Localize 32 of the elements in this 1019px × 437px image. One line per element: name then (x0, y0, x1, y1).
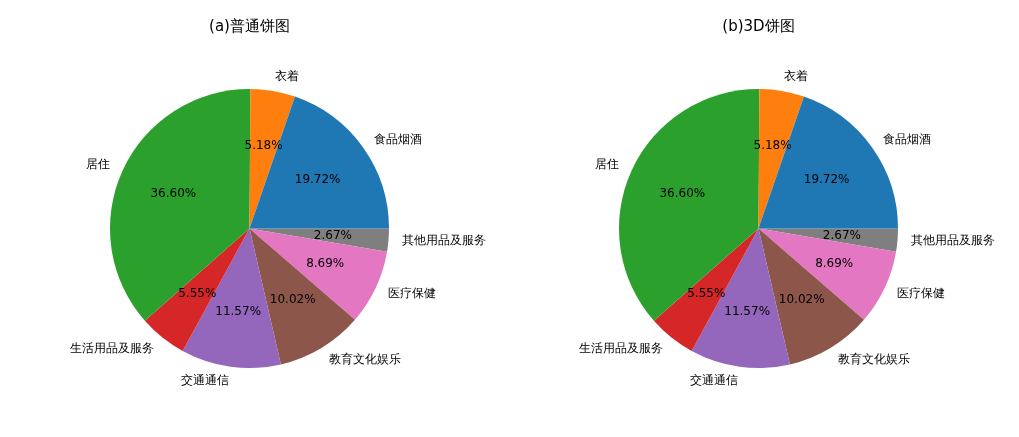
data-label: 8.69% (306, 256, 345, 271)
slice-label: 居住 (85, 157, 110, 172)
data-label: 2.67% (822, 227, 861, 242)
slice-label: 交通通信 (180, 372, 229, 387)
slice-label: 生活用品及服务 (578, 340, 663, 355)
data-label: 19.72% (803, 172, 850, 187)
data-label: 36.60% (659, 185, 706, 200)
data-label: 36.60% (150, 185, 197, 200)
slice-label: 其他用品及服务 (911, 233, 996, 248)
data-label: 2.67% (313, 227, 352, 242)
data-label: 19.72% (294, 172, 341, 187)
data-label: 5.55% (687, 286, 726, 301)
slice-label: 医疗保健 (897, 286, 946, 301)
chart-title: (b)3D饼图 (722, 16, 795, 35)
slice-label: 其他用品及服务 (402, 233, 487, 248)
slice-label: 衣着 (275, 69, 300, 84)
slice-label: 交通通信 (689, 372, 738, 387)
data-label: 5.55% (178, 286, 217, 301)
slice-label: 医疗保健 (388, 286, 437, 301)
slice-label: 食品烟酒 (374, 131, 423, 146)
data-label: 8.69% (815, 256, 854, 271)
slice-label: 生活用品及服务 (69, 340, 154, 355)
data-label: 11.57% (724, 303, 771, 318)
slice-label: 教育文化娱乐 (837, 352, 910, 367)
data-label: 11.57% (215, 303, 262, 318)
slice-label: 居住 (594, 157, 619, 172)
slice-label: 食品烟酒 (883, 131, 932, 146)
chart-title: (a)普通饼图 (209, 16, 290, 35)
data-label: 10.02% (778, 292, 825, 307)
slice-label: 衣着 (784, 69, 809, 84)
slice-label: 教育文化娱乐 (328, 352, 401, 367)
data-label: 10.02% (269, 292, 316, 307)
